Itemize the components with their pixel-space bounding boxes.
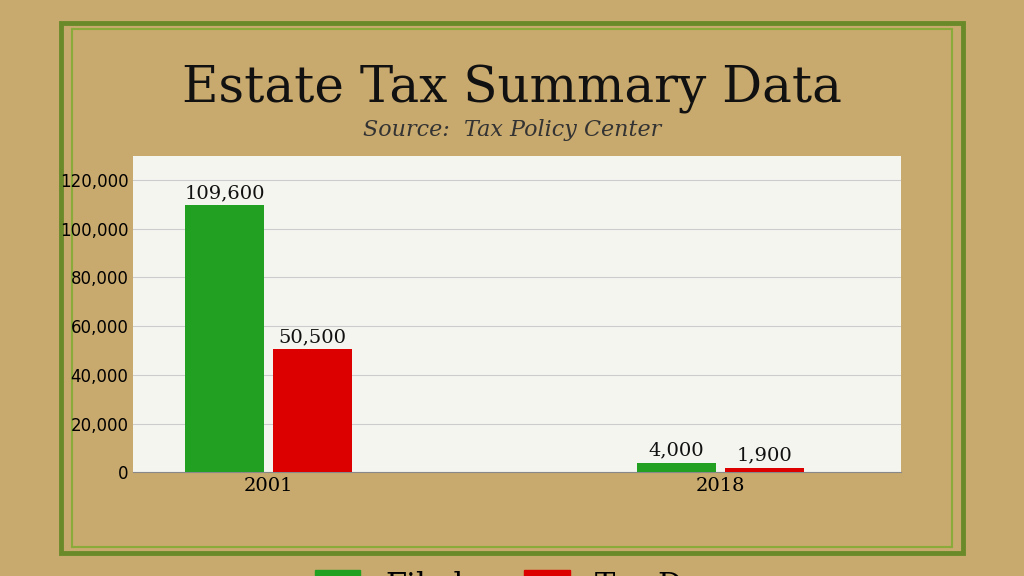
Text: Estate Tax Summary Data: Estate Tax Summary Data <box>182 65 842 114</box>
Bar <box>637 463 716 472</box>
Text: 50,500: 50,500 <box>279 328 347 346</box>
Bar <box>725 468 804 472</box>
Text: 4,000: 4,000 <box>648 442 705 460</box>
Bar <box>273 349 352 472</box>
Text: Source:  Tax Policy Center: Source: Tax Policy Center <box>362 119 662 141</box>
Bar <box>185 205 264 472</box>
Text: 1,900: 1,900 <box>736 447 793 465</box>
Text: 109,600: 109,600 <box>184 184 265 202</box>
Legend: Filed, Tax Due: Filed, Tax Due <box>302 558 732 576</box>
